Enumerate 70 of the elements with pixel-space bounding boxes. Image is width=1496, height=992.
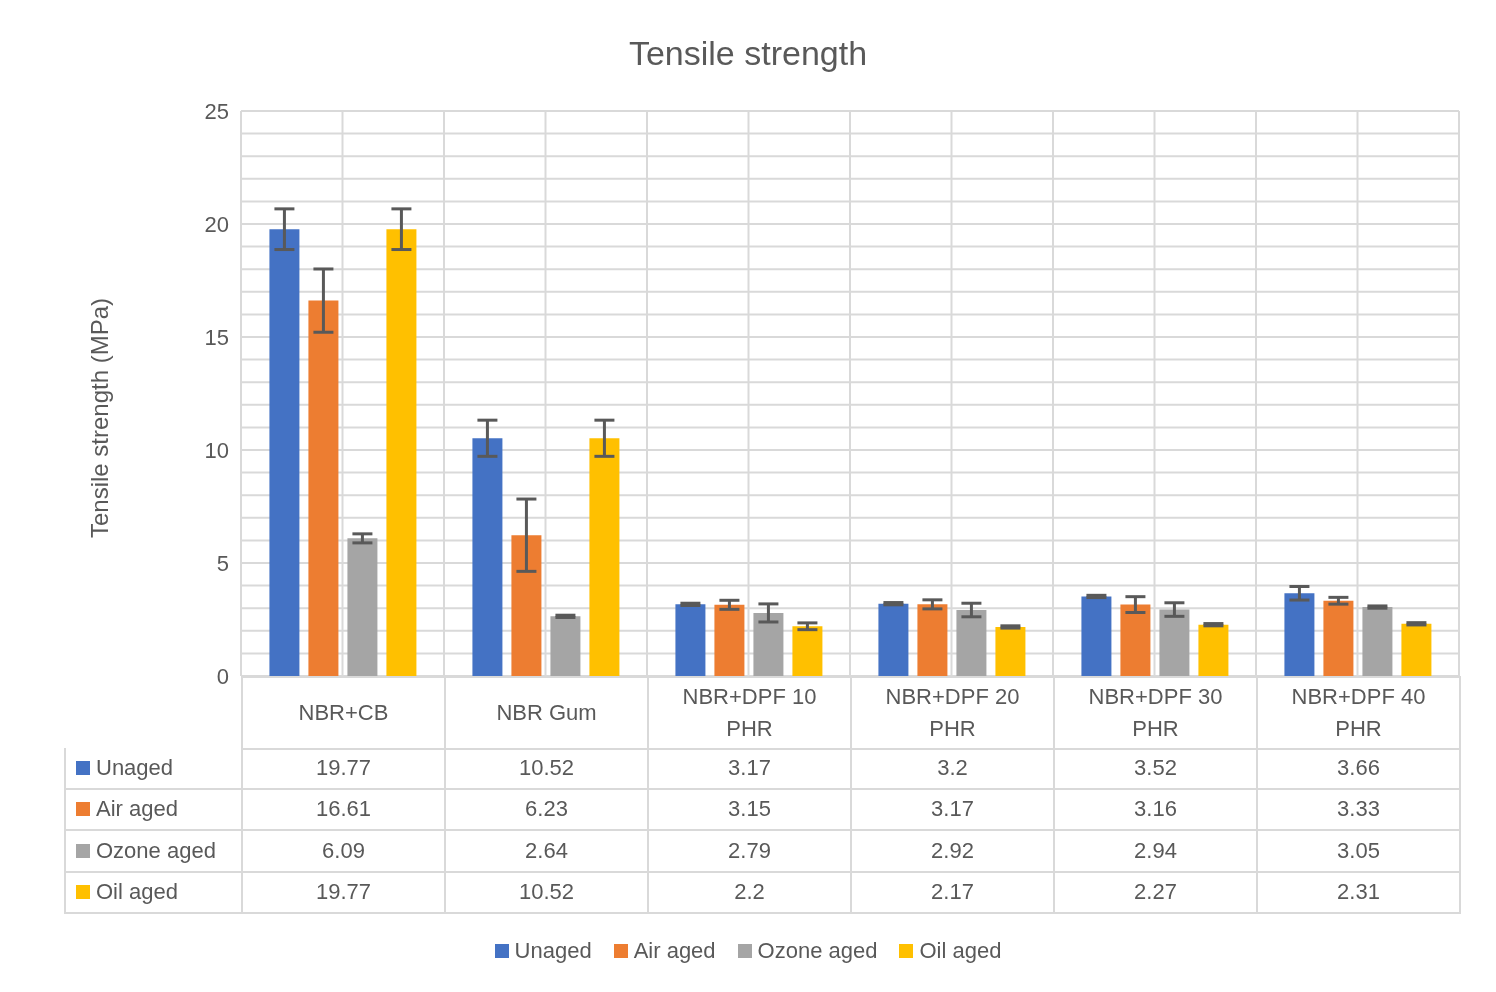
x-tick-label: NBR+DPF 20 PHR: [852, 678, 1055, 750]
bar: [589, 438, 620, 676]
data-label: 2.31: [1258, 872, 1461, 914]
y-tick-label: 15: [204, 324, 229, 350]
y-tick-label: 10: [204, 437, 229, 463]
bar: [1401, 623, 1432, 676]
bar: [511, 535, 542, 676]
data-label: 2.64: [446, 831, 649, 873]
x-tick-label: NBR+DPF 40 PHR: [1258, 678, 1461, 750]
data-label: 2.27: [1055, 872, 1258, 914]
data-label: 10.52: [446, 872, 649, 914]
legend-label: Unaged: [66, 748, 243, 790]
legend-label: Oil aged: [918, 938, 1002, 964]
bar: [550, 616, 581, 676]
data-label: 3.66: [1258, 748, 1461, 790]
data-label: 19.77: [243, 748, 446, 790]
y-tick-label: 0: [216, 663, 229, 689]
y-tick-label: 20: [204, 211, 229, 237]
data-label: 3.52: [1055, 748, 1258, 790]
bar: [308, 300, 339, 676]
bar: [956, 610, 987, 676]
bar: [386, 229, 417, 676]
bar: [675, 604, 706, 676]
data-label: 6.09: [243, 831, 446, 873]
bar: [792, 626, 823, 676]
y-axis-title: Tensile strength (MPa): [86, 297, 114, 539]
bar: [1120, 604, 1151, 676]
text: Air aged: [633, 938, 716, 963]
data-label: 2.92: [852, 831, 1055, 873]
legend-label: Ozone aged: [66, 831, 243, 873]
bar: [347, 538, 378, 676]
bar: [917, 604, 948, 676]
data-label: 10.52: [446, 748, 649, 790]
x-tick-label: NBR Gum: [446, 678, 649, 750]
text: Unaged: [514, 938, 592, 963]
data-label: 3.16: [1055, 789, 1258, 831]
y-tick-label: 25: [204, 98, 229, 124]
data-label: 3.2: [852, 748, 1055, 790]
bar: [1159, 609, 1190, 676]
data-label: 2.79: [649, 831, 852, 873]
data-label: 6.23: [446, 789, 649, 831]
bar: [878, 603, 909, 676]
bar: [714, 604, 745, 676]
x-tick-label: NBR+DPF 30 PHR: [1055, 678, 1258, 750]
bar: [753, 612, 784, 676]
data-label: 19.77: [243, 872, 446, 914]
bar: [1362, 607, 1393, 676]
bar: [1323, 600, 1354, 676]
data-label: 3.15: [649, 789, 852, 831]
chart-title: Tensile strength: [627, 34, 869, 73]
x-tick-label: NBR+CB: [243, 678, 446, 750]
data-label: 3.17: [852, 789, 1055, 831]
bar: [1081, 596, 1112, 676]
data-label: 2.94: [1055, 831, 1258, 873]
bar: [995, 626, 1026, 676]
bar: [1198, 624, 1229, 676]
data-label: 16.61: [243, 789, 446, 831]
data-label: 2.2: [649, 872, 852, 914]
text: Ozone aged: [757, 938, 878, 963]
bar: [1284, 593, 1315, 676]
text: Oil aged: [96, 879, 178, 905]
data-label: 3.05: [1258, 831, 1461, 873]
bar: [472, 438, 503, 676]
data-label: 3.33: [1258, 789, 1461, 831]
data-label: 3.17: [649, 748, 852, 790]
y-tick-label: 5: [216, 550, 229, 576]
legend-label: Air aged: [66, 789, 243, 831]
bar: [269, 229, 300, 676]
x-tick-label: NBR+DPF 10 PHR: [649, 678, 852, 750]
data-label: 2.17: [852, 872, 1055, 914]
